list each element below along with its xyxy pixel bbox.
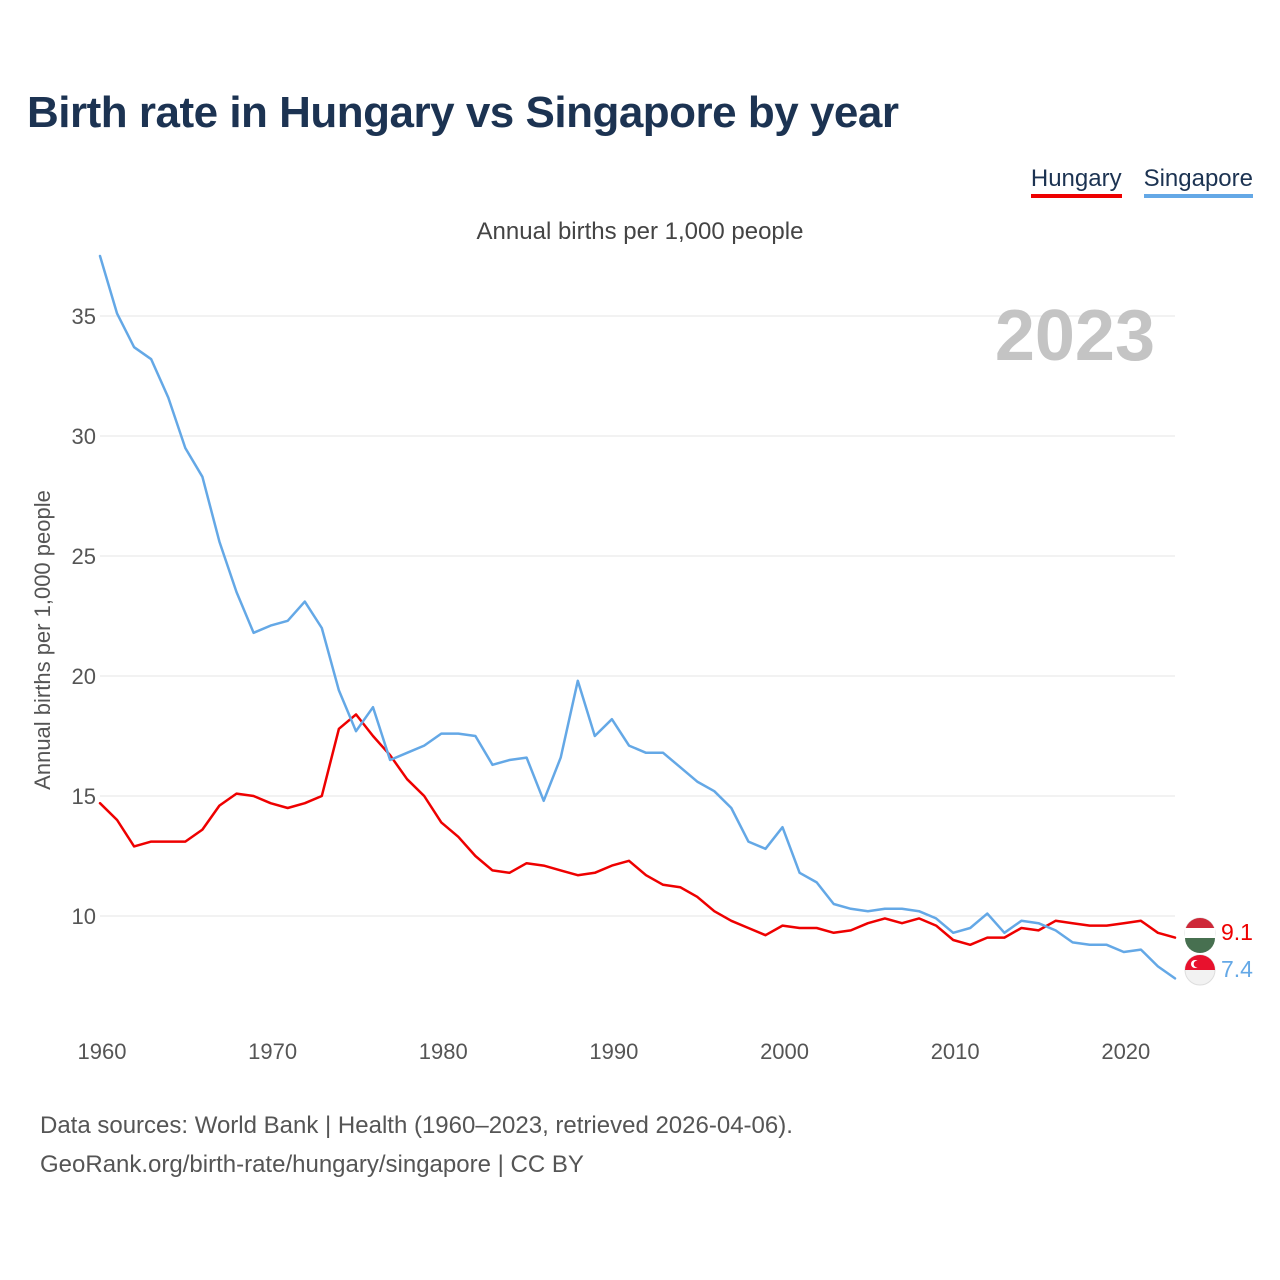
y-axis-label: Annual births per 1,000 people: [30, 490, 55, 790]
singapore-flag-icon: [1184, 954, 1216, 986]
year-watermark: 2023: [995, 296, 1155, 376]
series-line-hungary: [98, 713, 1177, 947]
legend: Hungary Singapore: [1030, 165, 1253, 198]
y-tick-30: 30: [72, 424, 96, 449]
footer: Data sources: World Bank | Health (1960–…: [40, 1106, 793, 1184]
x-tick-1990: 1990: [589, 1039, 638, 1064]
series-lines: [98, 254, 1177, 980]
y-tick-25: 25: [72, 544, 96, 569]
x-axis-ticks: 1960 1970 1980 1990 2000 2010 2020: [78, 1039, 1151, 1064]
y-tick-15: 15: [72, 784, 96, 809]
x-tick-2000: 2000: [760, 1039, 809, 1064]
y-tick-35: 35: [72, 304, 96, 329]
x-tick-2020: 2020: [1101, 1039, 1150, 1064]
line-chart: 2023 Annual births per 1,000 people 10 15…: [30, 254, 1253, 1064]
source-url-text[interactable]: GeoRank.org/birth-rate/hungary/singapore…: [40, 1151, 584, 1178]
legend-item-hungary[interactable]: Hungary: [1030, 165, 1122, 198]
x-tick-1960: 1960: [78, 1039, 127, 1064]
data-source-text: Data sources: World Bank | Health (1960–…: [40, 1112, 793, 1139]
gridlines: [100, 315, 1175, 917]
singapore-end-value: 7.4: [1221, 956, 1253, 982]
y-tick-20: 20: [72, 664, 96, 689]
y-axis-ticks: 10 15 20 25 30 35: [72, 304, 96, 929]
x-tick-1980: 1980: [419, 1039, 468, 1064]
chart-subtitle: Annual births per 1,000 people: [476, 218, 804, 245]
end-markers: 9.1 7.4: [1184, 917, 1253, 986]
hungary-end-value: 9.1: [1221, 919, 1253, 945]
chart-title: Birth rate in Hungary vs Singapore by ye…: [27, 88, 899, 137]
x-tick-1970: 1970: [248, 1039, 297, 1064]
x-tick-2010: 2010: [931, 1039, 980, 1064]
series-line-singapore: [98, 254, 1177, 980]
legend-item-singapore[interactable]: Singapore: [1143, 165, 1253, 198]
y-tick-10: 10: [72, 904, 96, 929]
hungary-flag-icon: [1184, 917, 1216, 953]
